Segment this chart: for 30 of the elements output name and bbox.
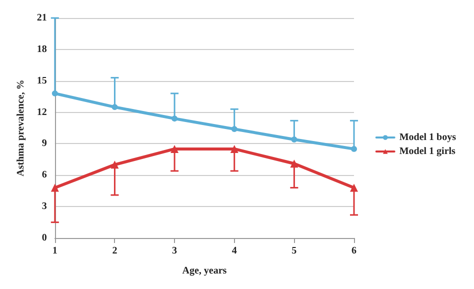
y-tick-label: 18 — [36, 44, 47, 55]
y-tick-label: 15 — [36, 75, 47, 86]
point — [110, 160, 119, 169]
x-tick-label: 4 — [232, 246, 237, 256]
legend-label: Model 1 girls — [399, 146, 456, 157]
x-tick-label: 1 — [52, 246, 58, 256]
point — [231, 126, 238, 132]
x-tick-label: 5 — [292, 246, 297, 256]
point — [291, 136, 298, 143]
point — [50, 184, 59, 192]
point — [172, 116, 178, 122]
x-axis-title: Age, years — [182, 266, 227, 276]
y-tick-label: 9 — [42, 138, 47, 150]
y-tick-label: 12 — [36, 106, 47, 118]
legend-label: Model 1 boys — [399, 132, 456, 143]
x-tick-label: 6 — [352, 246, 356, 256]
point — [290, 160, 298, 168]
point — [112, 104, 118, 110]
point — [170, 144, 179, 153]
y-tick-label: 21 — [36, 12, 47, 24]
point — [350, 184, 358, 192]
point — [52, 90, 58, 96]
y-axis-title: Asthma prevalence, % — [16, 80, 26, 176]
point — [351, 146, 357, 152]
x-tick-label: 2 — [112, 246, 118, 256]
x-tick-label: 3 — [172, 246, 178, 256]
y-tick-label: 3 — [42, 201, 47, 212]
y-tick-label: 0 — [42, 232, 47, 244]
y-tick-label: 6 — [42, 170, 47, 181]
point — [230, 144, 238, 153]
